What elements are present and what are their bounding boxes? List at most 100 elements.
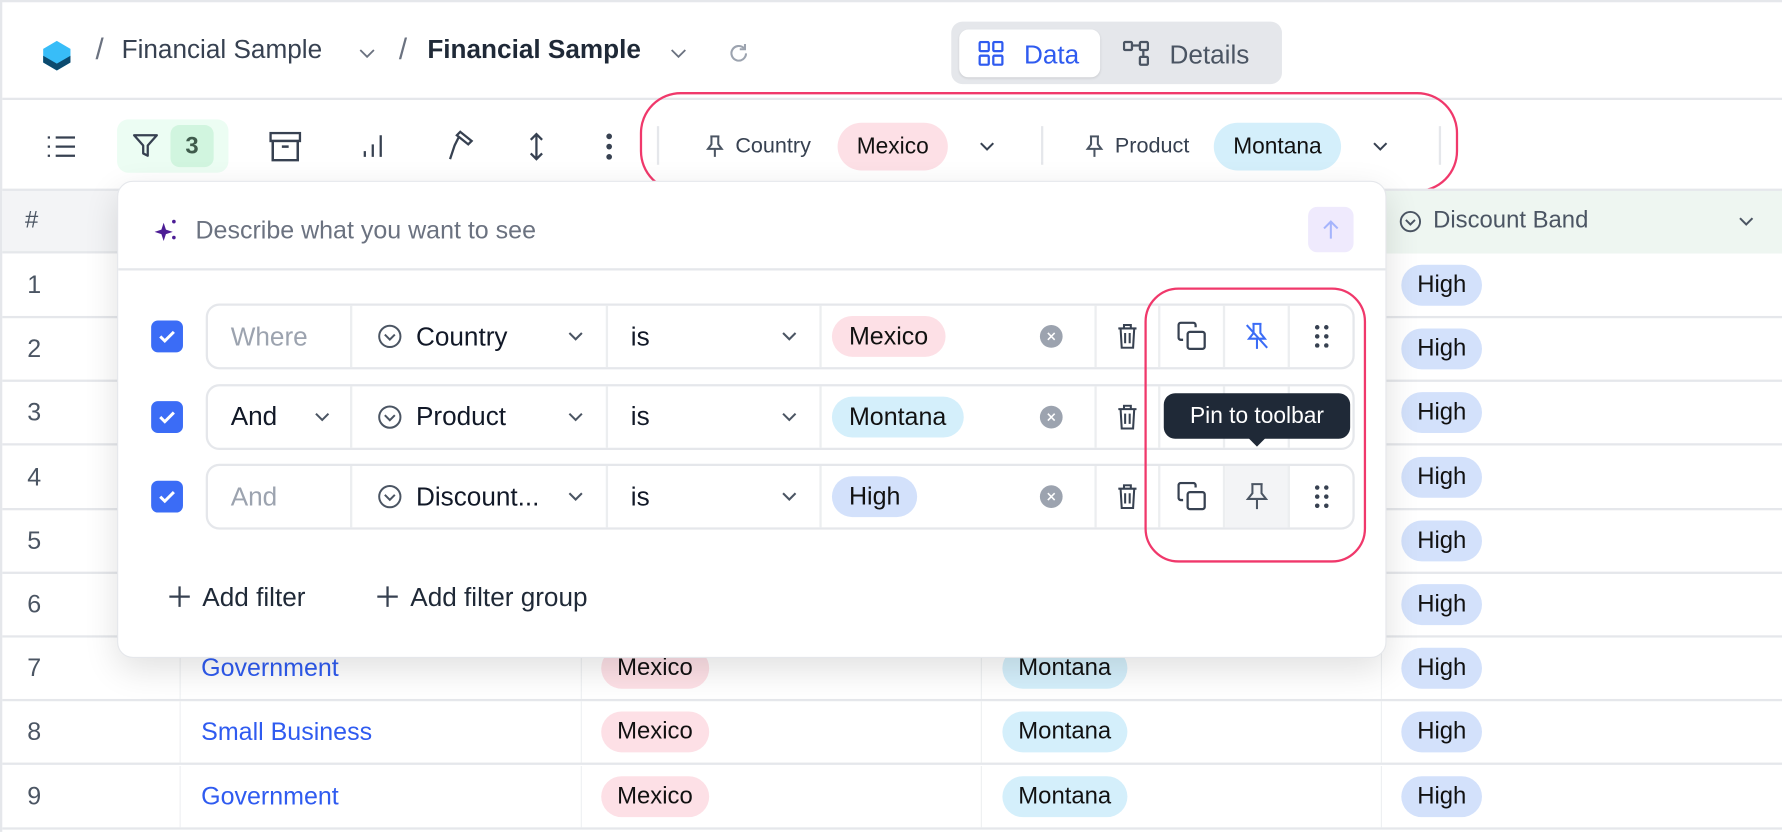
chevron-down-icon[interactable] <box>1371 138 1389 156</box>
delete-filter-button[interactable] <box>1097 385 1161 448</box>
conjunction-label: And <box>230 401 278 431</box>
breadcrumb-workspace[interactable]: Financial Sample <box>121 34 323 64</box>
row-number: 9 <box>2 765 181 827</box>
duplicate-filter-button[interactable] <box>1160 305 1226 368</box>
field-select[interactable]: Discount... <box>352 465 609 528</box>
field-select[interactable]: Country <box>352 305 609 368</box>
clear-value-icon[interactable] <box>1039 325 1063 348</box>
product-tag: Montana <box>1002 775 1128 817</box>
filter-button[interactable]: 3 <box>117 119 229 173</box>
plus-icon <box>169 586 190 607</box>
conjunction-select[interactable]: And <box>208 385 353 448</box>
discount-band-cell[interactable]: High <box>1382 318 1782 379</box>
chevron-down-icon[interactable] <box>568 412 583 421</box>
tab-data-label: Data <box>1023 39 1080 70</box>
chevron-down-icon[interactable] <box>568 492 583 501</box>
clear-value-icon[interactable] <box>1039 405 1063 428</box>
delete-filter-button[interactable] <box>1097 465 1161 528</box>
filter-enabled-checkbox[interactable] <box>151 480 183 513</box>
paint-brush-icon[interactable] <box>443 127 477 163</box>
chevron-down-icon[interactable] <box>357 43 377 63</box>
discount-band-cell[interactable]: High <box>1382 255 1782 316</box>
discount-band-cell[interactable]: High <box>1382 510 1782 571</box>
clear-value-icon[interactable] <box>1039 485 1063 509</box>
filter-row: And Discount... is High <box>205 463 1355 530</box>
chevron-down-icon[interactable] <box>1737 214 1755 230</box>
row-height-icon[interactable] <box>523 130 550 164</box>
discount-band-cell[interactable]: High <box>1382 574 1782 635</box>
tab-data[interactable]: Data <box>959 29 1101 78</box>
trash-icon <box>1118 484 1137 510</box>
table-row[interactable]: 9 Government Mexico Montana High <box>2 765 1782 830</box>
segment-cell[interactable]: Government <box>181 637 582 700</box>
column-header-discount-band[interactable]: Discount Band <box>1381 190 1782 254</box>
chevron-down-icon[interactable] <box>568 332 583 341</box>
field-label: Country <box>415 321 508 351</box>
add-filter-group-label: Add filter group <box>410 581 588 611</box>
column-header-label: Discount Band <box>1433 206 1589 233</box>
value-select[interactable]: Montana <box>822 385 1097 448</box>
duplicate-filter-button[interactable] <box>1160 465 1226 528</box>
archive-icon[interactable] <box>268 130 302 164</box>
pin-icon <box>703 134 726 159</box>
chevron-down-icon[interactable] <box>977 138 995 156</box>
pinned-filter-value[interactable]: Montana <box>1213 122 1342 171</box>
breadcrumb-table[interactable]: Financial Sample <box>427 34 641 64</box>
product-cell[interactable]: Montana <box>982 701 1382 764</box>
pinned-filter-product[interactable]: Product Montana <box>1077 122 1395 171</box>
segment-cell[interactable]: Government <box>181 765 582 827</box>
discount-band-cell[interactable]: High <box>1382 446 1782 507</box>
list-icon[interactable] <box>45 131 77 163</box>
add-filter-button[interactable]: Add filter <box>168 580 305 614</box>
field-select[interactable]: Product <box>352 385 609 448</box>
app-logo-icon[interactable] <box>40 39 74 73</box>
discount-band-cell[interactable]: High <box>1382 382 1782 443</box>
filter-enabled-checkbox[interactable] <box>151 400 183 433</box>
chevron-down-icon[interactable] <box>782 332 797 341</box>
value-select[interactable]: High <box>822 465 1097 528</box>
drag-handle[interactable] <box>1290 306 1353 367</box>
segment-cell[interactable]: Small Business <box>181 701 582 764</box>
value-tag: Montana <box>831 396 964 437</box>
tab-details[interactable]: Details <box>1169 39 1250 70</box>
operator-select[interactable]: is <box>608 465 822 528</box>
pinned-filter-country[interactable]: Country Mexico <box>698 122 1005 171</box>
filter-enabled-checkbox[interactable] <box>151 320 183 353</box>
more-options-icon[interactable] <box>596 130 623 164</box>
discount-band-cell[interactable]: High <box>1382 638 1782 699</box>
add-filter-group-button[interactable]: Add filter group <box>376 580 588 614</box>
discount-band-cell[interactable]: High <box>1382 766 1782 827</box>
product-cell[interactable]: Montana <box>982 765 1382 827</box>
value-tag: High <box>831 476 918 518</box>
value-select[interactable]: Mexico <box>822 305 1097 368</box>
delete-filter-button[interactable] <box>1097 305 1161 368</box>
filter-count-badge: 3 <box>170 125 214 168</box>
trash-icon <box>1118 404 1137 429</box>
diagram-icon <box>1122 39 1152 69</box>
country-cell[interactable]: Mexico <box>582 765 982 827</box>
add-filter-label: Add filter <box>202 581 306 611</box>
drag-handle[interactable] <box>1290 466 1353 527</box>
segment-link[interactable]: Government <box>201 653 339 683</box>
chevron-down-icon[interactable] <box>782 412 797 421</box>
pinned-filter-value[interactable]: Mexico <box>837 122 948 171</box>
bar-chart-icon[interactable] <box>358 131 388 161</box>
send-arrow-up-icon[interactable] <box>1308 206 1354 253</box>
refresh-icon[interactable] <box>725 40 752 67</box>
segment-link[interactable]: Small Business <box>201 717 373 746</box>
pin-to-toolbar-button[interactable] <box>1225 305 1290 368</box>
table-row[interactable]: 8 Small Business Mexico Montana High <box>2 701 1782 766</box>
operator-select[interactable]: is <box>608 385 822 448</box>
country-cell[interactable]: Mexico <box>582 701 982 764</box>
select-field-icon <box>378 485 402 509</box>
chevron-down-icon[interactable] <box>315 412 330 421</box>
discount-band-cell[interactable]: High <box>1382 702 1782 763</box>
chevron-down-icon[interactable] <box>782 492 797 501</box>
country-tag: Mexico <box>601 775 709 817</box>
segment-link[interactable]: Government <box>201 781 339 810</box>
ai-filter-input[interactable]: Describe what you want to see <box>118 182 1386 271</box>
pin-to-toolbar-button[interactable] <box>1225 465 1290 528</box>
operator-select[interactable]: is <box>608 305 822 368</box>
product-tag: Montana <box>1002 711 1128 753</box>
chevron-down-icon[interactable] <box>668 43 688 63</box>
